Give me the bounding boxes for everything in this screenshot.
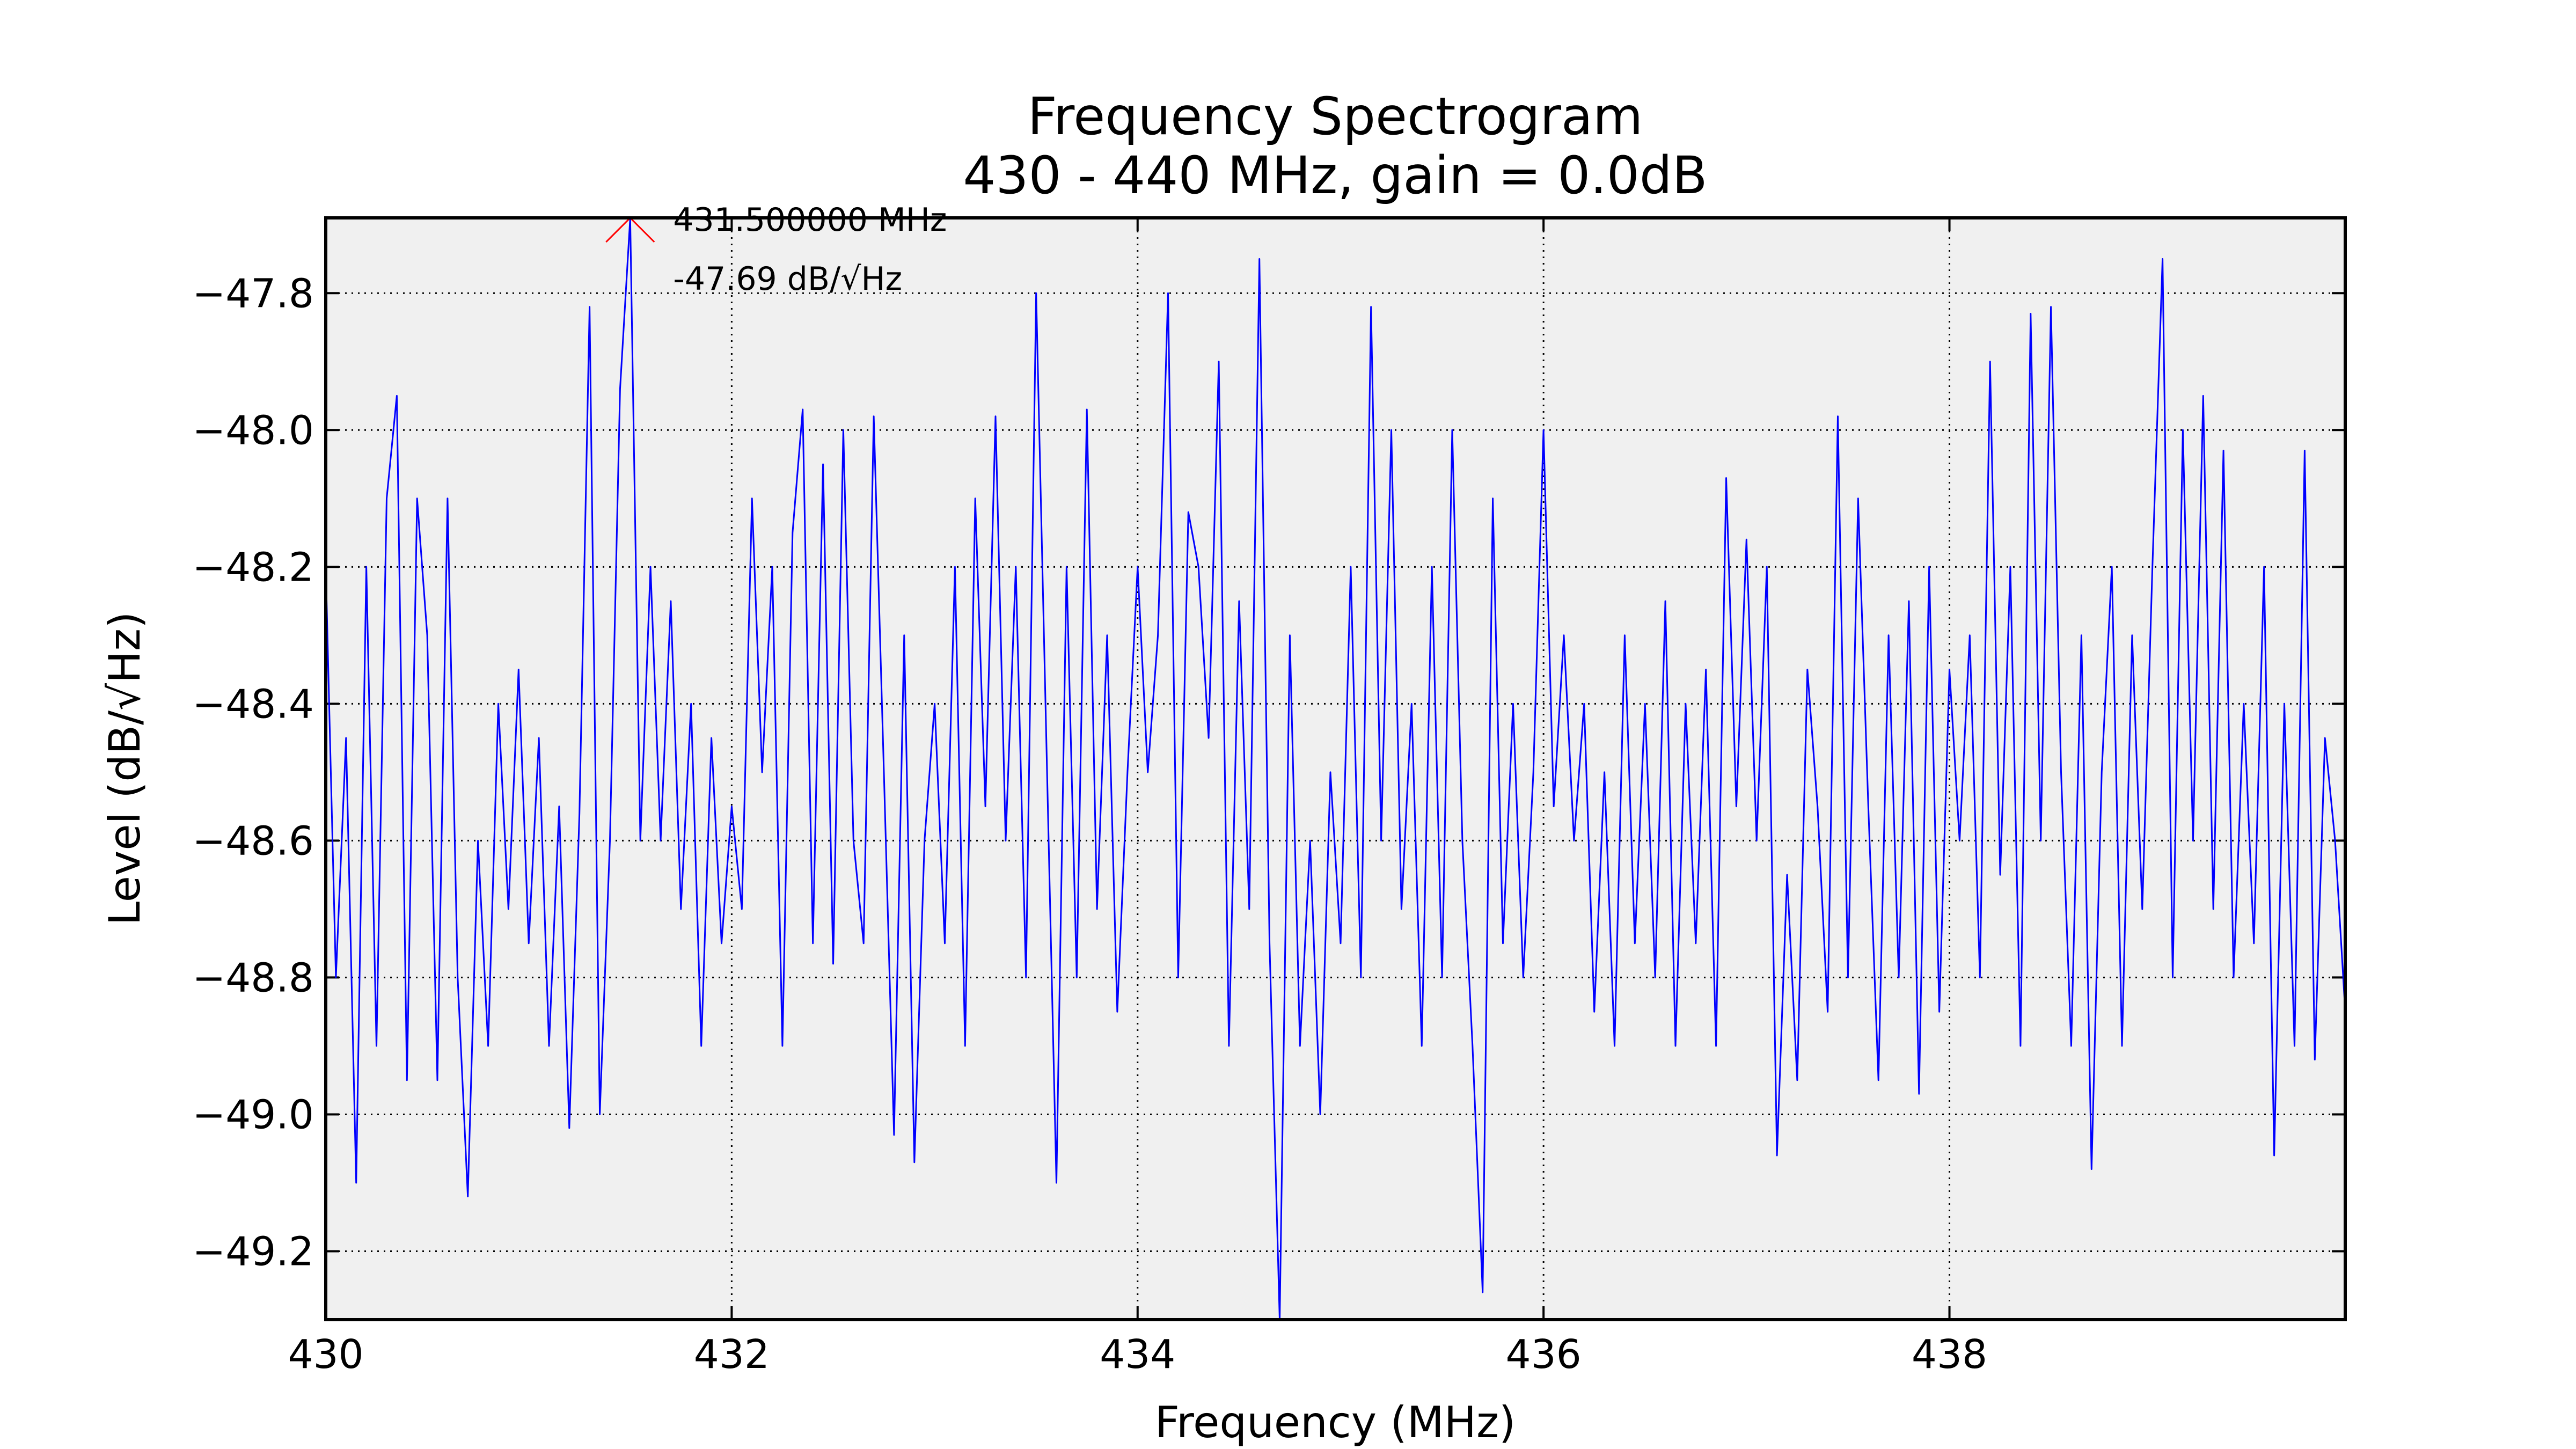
y-tick-label: −47.8 xyxy=(192,270,314,317)
data-line xyxy=(326,218,2345,1320)
y-tick-label: −48.8 xyxy=(192,955,314,1001)
peak-annotation: 431.500000 MHz xyxy=(673,201,947,239)
chart-subtitle: 430 - 440 MHz, gain = 0.0dB xyxy=(963,145,1707,206)
y-axis-label: Level (dB/√Hz) xyxy=(100,612,150,926)
y-tick-label: −49.0 xyxy=(192,1092,314,1138)
plot-background xyxy=(326,218,2345,1320)
y-tick-label: −48.2 xyxy=(192,544,314,590)
x-tick-label: 434 xyxy=(1100,1331,1175,1378)
plot-frame xyxy=(324,216,2347,1321)
x-tick-label: 432 xyxy=(694,1331,770,1378)
x-tick-label: 438 xyxy=(1912,1331,1987,1378)
x-tick-label: 436 xyxy=(1506,1331,1582,1378)
x-axis-label: Frequency (MHz) xyxy=(1155,1397,1516,1447)
y-tick-label: −48.4 xyxy=(192,681,314,727)
y-tick-label: −48.0 xyxy=(192,407,314,453)
chart-title: Frequency Spectrogram xyxy=(1028,86,1643,147)
y-tick-label: −48.6 xyxy=(192,818,314,864)
peak-annotation: -47.69 dB/√Hz xyxy=(673,260,902,298)
y-tick-label: −49.2 xyxy=(192,1228,314,1275)
x-tick-label: 430 xyxy=(288,1331,363,1378)
